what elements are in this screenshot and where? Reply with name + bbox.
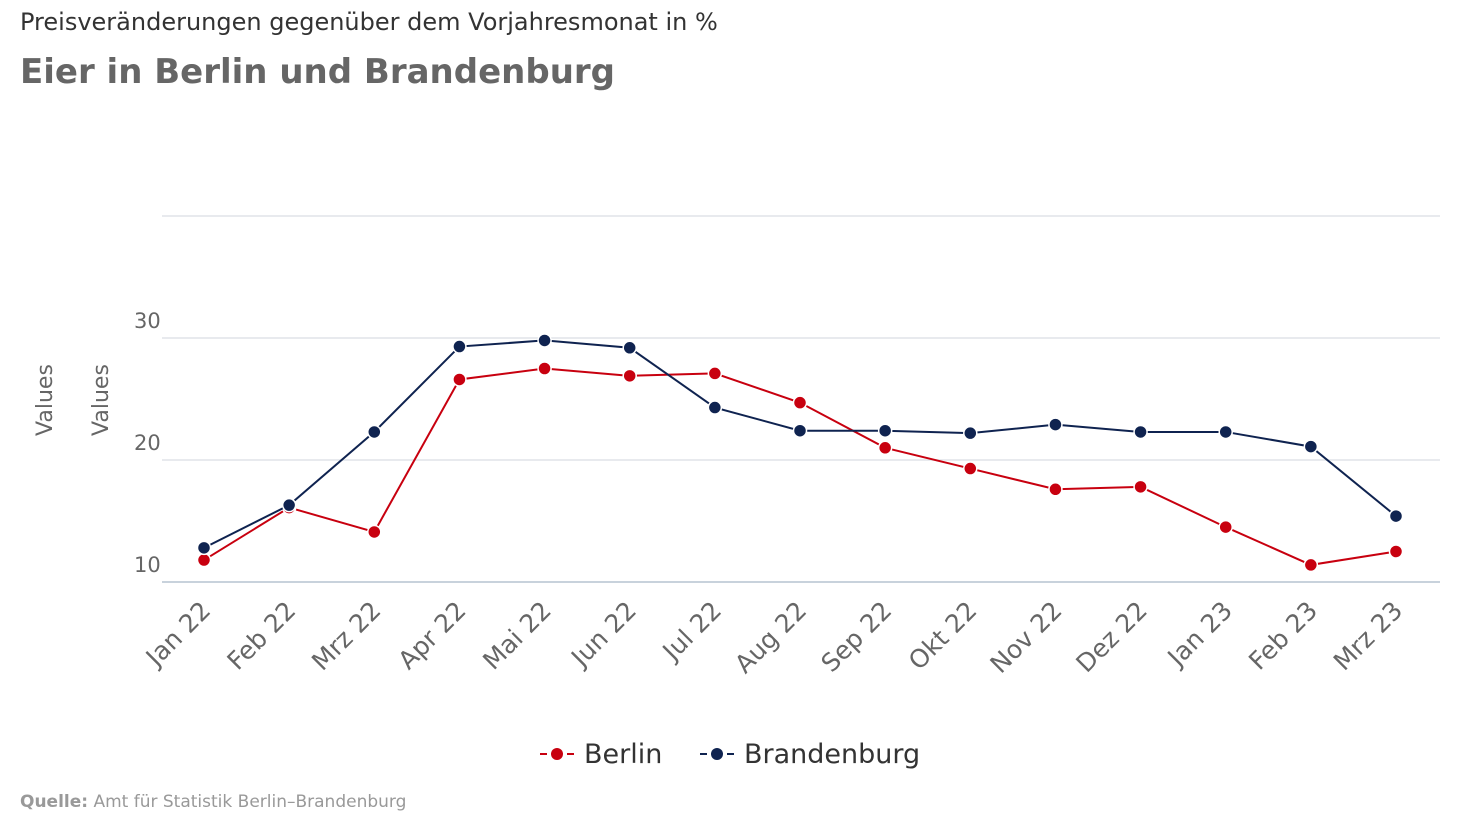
x-tick-label: Sep 22 [815,596,897,678]
y-axis-ticks: 10 20 30 [134,309,161,577]
x-tick-label: Feb 22 [221,596,301,676]
data-point-berlin[interactable] [537,361,552,376]
data-point-brandenburg[interactable] [1133,424,1148,440]
data-point-berlin[interactable] [1388,544,1404,559]
x-tick-label: Mai 22 [477,596,557,676]
x-tick-label: Dez 22 [1070,596,1152,678]
legend-dot-marker [551,748,563,760]
y-axis-labels: Values Values [33,364,114,436]
data-point-brandenburg[interactable] [1303,439,1319,454]
y-axis-title: Values [33,364,58,436]
data-point-brandenburg[interactable] [1388,508,1404,524]
data-point-brandenburg[interactable] [1048,417,1063,432]
data-point-berlin[interactable] [877,440,893,456]
chart-subtitle: Preisveränderungen gegenüber dem Vorjahr… [20,8,718,36]
y-tick-label: 30 [134,309,161,333]
series-lines [196,333,1404,573]
x-tick-label: Aug 22 [729,596,812,679]
x-tick-label: Jan 22 [139,596,216,673]
data-point-brandenburg[interactable] [281,497,297,513]
x-tick-label: Jun 22 [564,596,642,674]
data-point-brandenburg[interactable] [367,424,382,440]
source-text: Amt für Statistik Berlin–Brandenburg [93,792,407,812]
y-axis-title: Values [89,364,114,436]
series-brandenburg [196,333,1404,556]
x-axis-ticks: Jan 22 Feb 22 Mrz 22 Apr 22 Mai 22 Jun 22 Jul … [139,596,1408,679]
x-tick-label: Mrz 23 [1328,596,1408,676]
data-point-berlin[interactable] [707,366,723,381]
data-point-brandenburg[interactable] [537,333,552,348]
data-point-brandenburg[interactable] [963,425,978,441]
x-tick-label: Feb 23 [1243,596,1323,676]
source-note: Quelle: Amt für Statistik Berlin–Branden… [20,792,406,812]
data-point-brandenburg[interactable] [877,423,893,438]
gridlines [162,215,1440,583]
x-tick-label: Apr 22 [392,596,471,675]
series-berlin [196,361,1404,573]
data-point-berlin[interactable] [1303,557,1319,573]
x-tick-label: Nov 22 [985,596,1068,679]
data-point-brandenburg[interactable] [707,400,723,415]
data-point-berlin[interactable] [367,524,382,540]
source-label: Quelle: [20,792,89,812]
line-chart: 10 20 30 Values Values Jan 22 Feb 22 Mrz 22 Ap… [33,215,1440,770]
data-point-berlin[interactable] [792,395,808,410]
data-point-berlin[interactable] [963,461,978,476]
data-point-brandenburg[interactable] [792,423,808,438]
chart-title: Eier in Berlin und Brandenburg [20,52,615,92]
x-tick-label: Jul 22 [656,596,727,667]
data-point-brandenburg[interactable] [622,340,637,356]
legend-dot-marker [711,748,723,760]
data-point-berlin[interactable] [622,368,637,384]
data-point-brandenburg[interactable] [1218,424,1233,440]
x-tick-label: Okt 22 [903,596,983,676]
data-point-berlin[interactable] [1218,519,1233,535]
data-point-berlin[interactable] [1133,479,1148,495]
legend-item-berlin[interactable]: Berlin [540,739,662,770]
data-point-brandenburg[interactable] [452,339,467,354]
x-tick-label: Mrz 22 [306,596,386,676]
legend-label: Brandenburg [744,739,920,770]
legend[interactable]: Berlin Brandenburg [540,739,920,770]
x-tick-label: Jan 23 [1161,596,1238,673]
data-point-brandenburg[interactable] [196,540,212,556]
data-point-berlin[interactable] [1048,482,1063,497]
data-point-berlin[interactable] [196,552,212,568]
legend-item-brandenburg[interactable]: Brandenburg [700,739,920,770]
data-point-berlin[interactable] [452,372,467,387]
legend-label: Berlin [584,739,662,770]
y-tick-label: 20 [134,431,161,455]
y-tick-label: 10 [134,553,161,577]
